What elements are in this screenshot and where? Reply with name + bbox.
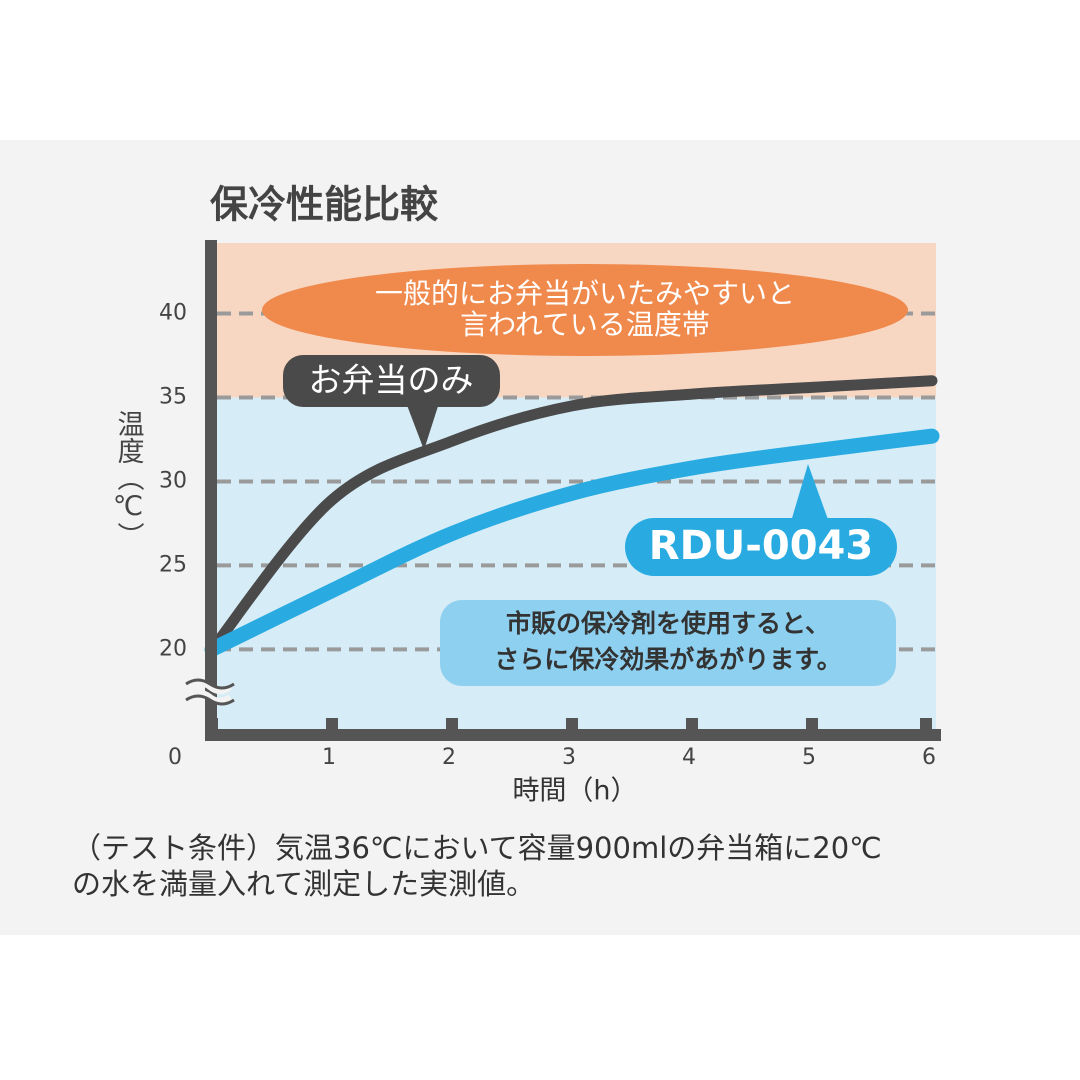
hot-zone-label: 言われている温度帯 <box>460 308 710 341</box>
series-line <box>204 428 940 657</box>
callout-pointer <box>405 400 440 450</box>
annotation-text: 市販の保冷剤を使用すると、 <box>506 609 830 638</box>
x-tick-label: 4 <box>682 745 696 770</box>
x-tick-label: 3 <box>562 745 576 770</box>
y-tick-label: 30 <box>159 468 187 493</box>
x-tick-mark <box>206 718 218 730</box>
series-line <box>206 375 938 655</box>
x-tick-label: 5 <box>802 745 816 770</box>
chart-title: 保冷性能比較 <box>210 183 439 227</box>
hot-zone-label-bubble <box>262 264 908 356</box>
x-tick-label: 0 <box>168 745 182 770</box>
x-tick-mark <box>920 718 932 730</box>
legend-label: お弁当のみ <box>309 361 474 400</box>
note: の水を満量入れて測定した実測値。 <box>72 867 535 901</box>
x-tick-label: 6 <box>922 745 936 770</box>
note: （テスト条件）気温36℃において容量900mlの弁当箱に20℃ <box>72 831 882 865</box>
x-tick-mark <box>326 718 338 730</box>
x-tick-mark <box>806 718 818 730</box>
callout-box <box>625 518 897 576</box>
callout-pointer <box>790 464 830 525</box>
callout-box <box>283 355 500 407</box>
axis-break <box>188 680 232 704</box>
x-tick-label: 2 <box>442 745 456 770</box>
y-tick-label: 40 <box>159 301 187 326</box>
x-tick-mark <box>566 718 578 730</box>
hot-zone-label: 一般的にお弁当がいたみやすいと <box>375 277 795 310</box>
axis-break <box>185 678 235 706</box>
x-tick-mark <box>686 718 698 730</box>
y-tick-label: 20 <box>159 636 187 661</box>
x-tick-label: 1 <box>322 745 336 770</box>
x-axis-label: 時間（h） <box>512 776 637 807</box>
y-tick-label: 35 <box>159 384 187 409</box>
annotation-box <box>440 600 896 686</box>
x-tick-mark <box>446 718 458 730</box>
y-tick-label: 25 <box>159 552 187 577</box>
annotation-text: さらに保冷効果があがります。 <box>494 645 842 674</box>
y-axis-label: 温度（℃） <box>113 410 145 549</box>
legend-label: RDU-0043 <box>649 523 873 569</box>
